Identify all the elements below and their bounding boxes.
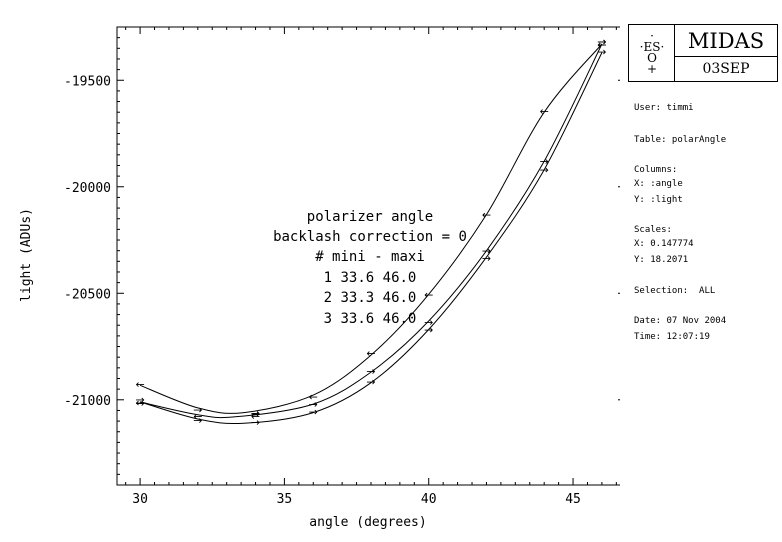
time-label: Time: 12:07:19 — [634, 332, 710, 342]
series-2-point-marker: → — [366, 365, 375, 378]
series-2-point-marker: → — [424, 316, 433, 329]
column-y-label: Y: :light — [634, 195, 683, 205]
series-2-point-marker: ← — [193, 410, 202, 423]
series-1-point-marker: ← — [309, 391, 318, 404]
series-1-line — [139, 43, 603, 414]
series-2-point-marker: → — [540, 155, 549, 168]
selection-label: Selection: ALL — [634, 286, 716, 296]
annotation-line-2: backlash correction = 0 — [273, 229, 467, 245]
y-axis-title: light (ADUs) — [19, 208, 34, 302]
series-2-line — [139, 43, 603, 419]
series-1-point-marker: ← — [424, 288, 433, 301]
annotation-block: polarizer angle backlash correction = 0 … — [273, 209, 467, 327]
series-3-point-marker: → — [597, 45, 606, 58]
series-3-point-marker: → — [251, 416, 260, 429]
series-2-point-marker: → — [309, 398, 318, 411]
scale-x-label: X: 0.147774 — [634, 239, 694, 249]
series-3-point-marker: → — [309, 406, 318, 419]
eso-logo-glyph: O — [647, 51, 657, 65]
series-1-point-marker: ← — [366, 347, 375, 360]
scale-y-label: Y: 18.2071 — [634, 255, 689, 265]
series-2-point-marker: → — [251, 408, 260, 421]
eso-logo-text: ES — [643, 40, 661, 54]
annotation-line-3: # mini - maxi — [315, 249, 425, 265]
y-tick-label: -21000 — [64, 394, 111, 409]
logo-divider — [674, 25, 675, 81]
user-label: User: timmi — [634, 103, 694, 113]
series-3-point-marker: → — [482, 252, 491, 265]
series-2-point-marker: ⇄ — [135, 395, 144, 408]
series-3-point-marker: → — [424, 323, 433, 336]
eso-logo-icon: · ·ES· O + — [631, 30, 673, 75]
x-tick-label: 30 — [132, 492, 148, 507]
annotation-line-1: polarizer angle — [307, 209, 433, 225]
series-3-point-marker: → — [135, 397, 144, 410]
x-tick-label: 45 — [565, 492, 581, 507]
series-1-point-marker: ⇄ — [251, 409, 260, 422]
annotation-line-4: 1 33.6 46.0 — [324, 270, 417, 286]
x-axis-title: angle (degrees) — [309, 515, 426, 530]
annotation-line-5: 2 33.3 46.0 — [324, 290, 417, 306]
chart: 30 35 40 45-21000-20500-20000-19500 ←→ ⇄←←←←… — [19, 26, 620, 530]
series-3-point-marker: → — [193, 414, 202, 427]
series-1-point-marker: ⇄ — [597, 37, 606, 50]
series-1-point-marker: ← — [540, 105, 549, 118]
series-1-point-marker: ← — [135, 378, 144, 391]
x-tick-label: 40 — [421, 492, 437, 507]
series-1-point-marker: → — [193, 403, 202, 416]
product-name: MIDAS — [687, 29, 765, 53]
series-3-point-marker: → — [366, 376, 375, 389]
columns-label: Columns: — [634, 165, 678, 175]
x-tick-label: 35 — [277, 492, 293, 507]
series-2-point-marker: ⇄ — [597, 37, 606, 50]
y-tick-label: -20500 — [64, 287, 111, 302]
table-label: Table: polarAngle — [634, 135, 727, 145]
column-x-label: X: :angle — [634, 179, 683, 189]
logo-separator — [675, 56, 777, 57]
series-2-point-marker: → — [482, 245, 491, 258]
date-label: Date: 07 Nov 2004 — [634, 316, 727, 326]
y-tick-label: -19500 — [64, 74, 111, 89]
y-tick-label: -20000 — [64, 181, 111, 196]
scales-label: Scales: — [634, 225, 672, 235]
series-3-line — [139, 52, 603, 424]
product-version: 03SEP — [702, 61, 750, 77]
annotation-line-6: 3 33.6 46.0 — [324, 311, 417, 327]
midas-logo-box: · ·ES· O + MIDAS 03SEP — [628, 24, 778, 82]
series-3-point-marker: → — [540, 164, 549, 177]
series-1-point-marker: ← — [482, 208, 491, 221]
